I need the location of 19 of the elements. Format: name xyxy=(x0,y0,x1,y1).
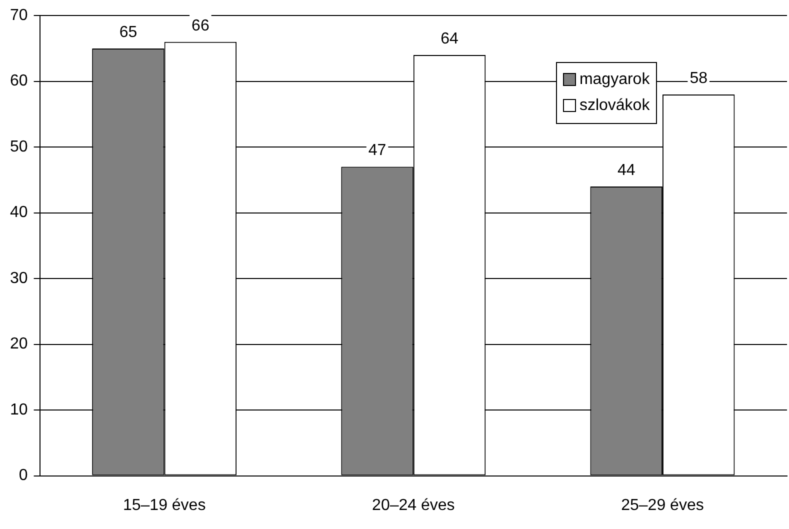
data-label: 47 xyxy=(368,142,386,160)
y-tick-label: 60 xyxy=(10,72,28,90)
legend-label: magyarok xyxy=(579,70,650,90)
data-label: 65 xyxy=(119,24,138,41)
y-tick-label: 10 xyxy=(10,401,28,418)
y-tick-label: 70 xyxy=(10,7,28,24)
y-tick-label: 20 xyxy=(10,336,28,353)
series-label: szlovákok xyxy=(579,96,650,116)
data-label: 58 xyxy=(690,70,708,87)
x-tick-label: 25–29 éves xyxy=(621,496,704,514)
x-tick-label: 20–24 éves xyxy=(372,496,455,514)
y-tick-label: 50 xyxy=(10,138,28,156)
y-tick-label: 0 xyxy=(18,467,28,484)
data-label: 64 xyxy=(440,30,459,48)
x-tick-label: 15–19 éves xyxy=(122,496,206,514)
y-tick-label: 40 xyxy=(10,204,28,222)
data-label: 66 xyxy=(192,17,210,34)
y-tick-label: 30 xyxy=(10,270,28,287)
data-label: 44 xyxy=(617,162,636,179)
